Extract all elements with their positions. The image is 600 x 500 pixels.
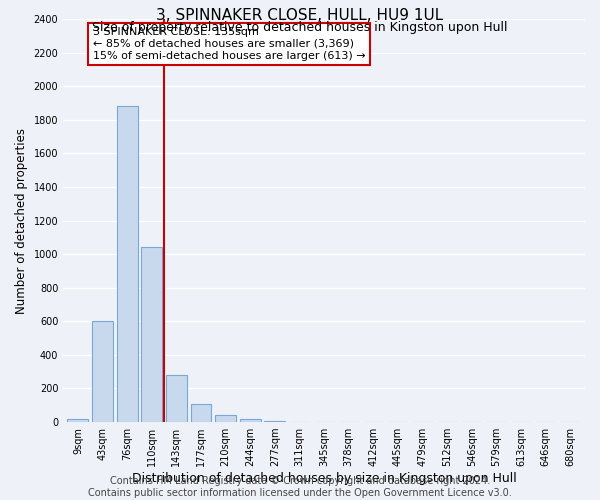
- Bar: [67, 418, 88, 422]
- X-axis label: Distribution of detached houses by size in Kingston upon Hull: Distribution of detached houses by size …: [132, 472, 517, 485]
- Bar: [265, 421, 286, 422]
- Text: 3, SPINNAKER CLOSE, HULL, HU9 1UL: 3, SPINNAKER CLOSE, HULL, HU9 1UL: [157, 8, 443, 22]
- Bar: [92, 322, 113, 422]
- Bar: [215, 414, 236, 422]
- Bar: [166, 375, 187, 422]
- Text: Size of property relative to detached houses in Kingston upon Hull: Size of property relative to detached ho…: [92, 21, 508, 34]
- Bar: [117, 106, 137, 422]
- Text: 3 SPINNAKER CLOSE: 135sqm
← 85% of detached houses are smaller (3,369)
15% of se: 3 SPINNAKER CLOSE: 135sqm ← 85% of detac…: [93, 28, 365, 60]
- Bar: [191, 404, 211, 422]
- Bar: [240, 418, 261, 422]
- Text: Contains HM Land Registry data © Crown copyright and database right 2024.
Contai: Contains HM Land Registry data © Crown c…: [88, 476, 512, 498]
- Y-axis label: Number of detached properties: Number of detached properties: [15, 128, 28, 314]
- Bar: [142, 248, 162, 422]
